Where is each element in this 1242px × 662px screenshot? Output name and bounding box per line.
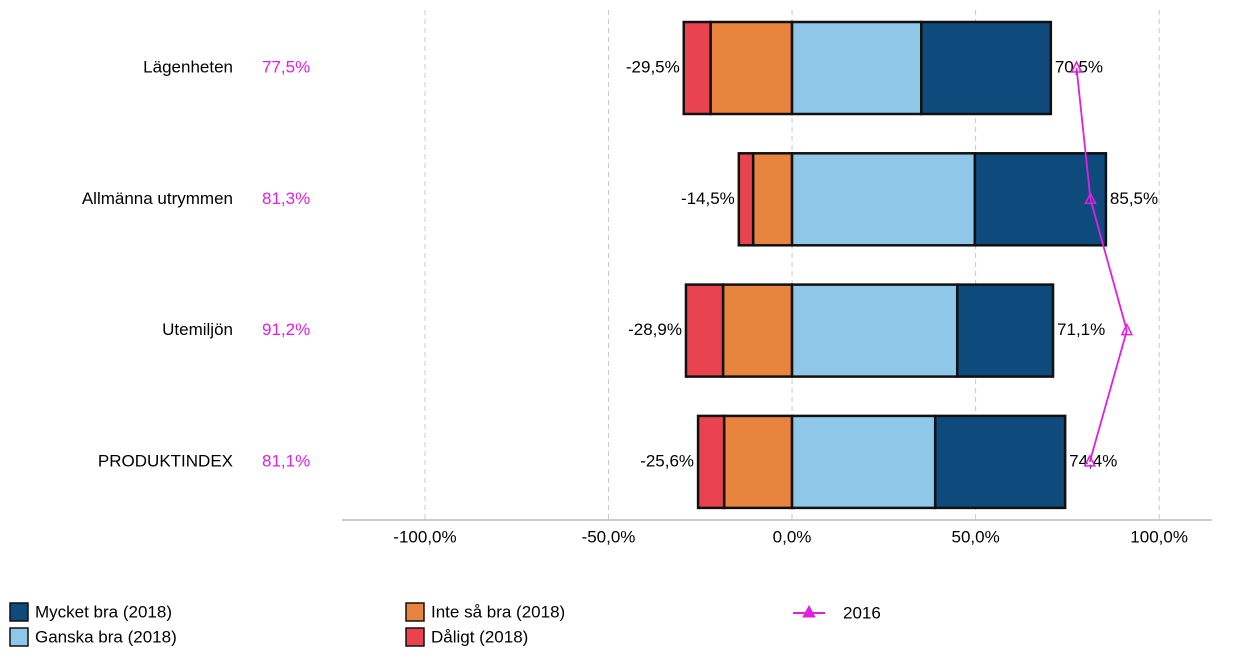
value-label-2016: 81,1%: [262, 451, 310, 470]
bar-segment: [790, 152, 977, 247]
line-2016: [1075, 67, 1128, 463]
legend-label: 2016: [843, 603, 881, 622]
total-label: -25,6%: [640, 451, 694, 470]
legend-swatch: [9, 627, 29, 647]
category-label: Utemiljön: [162, 320, 233, 339]
bar-segment: [682, 20, 712, 116]
x-tick-label: -50,0%: [582, 527, 636, 546]
bar-segment: [790, 20, 923, 116]
legend-swatch: [405, 627, 425, 647]
value-label-2016: 81,3%: [262, 189, 310, 208]
bar-segment: [721, 283, 794, 378]
category-label: Lägenheten: [143, 57, 233, 76]
bar-segment: [684, 283, 725, 378]
bar-segment: [790, 283, 959, 378]
total-label: 74,4%: [1069, 451, 1117, 470]
bar-segment: [973, 152, 1108, 247]
legend-label: Ganska bra (2018): [35, 627, 177, 646]
bar-segment: [709, 20, 794, 116]
total-label: 85,5%: [1110, 189, 1158, 208]
value-label-2016: 77,5%: [262, 57, 310, 76]
bar-segment: [696, 414, 726, 510]
legend-swatch: [405, 602, 425, 622]
x-tick-label: 100,0%: [1130, 527, 1188, 546]
marker-2016: [1083, 454, 1096, 467]
legend-label: Mycket bra (2018): [35, 602, 172, 621]
bar-segment: [737, 152, 755, 247]
total-label: -29,5%: [626, 57, 680, 76]
category-label: Allmänna utrymmen: [82, 189, 233, 208]
marker-2016: [1120, 322, 1134, 336]
category-label: PRODUKTINDEX: [98, 451, 233, 470]
legend-label: Inte så bra (2018): [431, 602, 565, 621]
bar-segment: [933, 414, 1067, 510]
x-tick-label: -100,0%: [393, 527, 456, 546]
legend-label: Dåligt (2018): [431, 627, 528, 646]
legend-marker: [802, 604, 816, 618]
bar-segment: [920, 20, 1053, 116]
total-label: -28,9%: [628, 320, 682, 339]
marker-2016: [1084, 191, 1097, 205]
bar-segment: [790, 414, 937, 510]
x-tick-label: 50,0%: [951, 527, 999, 546]
bar-segment: [955, 283, 1055, 378]
total-label: -14,5%: [681, 189, 735, 208]
value-label-2016: 91,2%: [262, 320, 310, 339]
marker-2016: [1070, 60, 1083, 73]
bar-segment: [751, 152, 794, 247]
bar-segment: [722, 414, 794, 510]
total-label: 71,1%: [1057, 320, 1105, 339]
x-tick-label: 0,0%: [773, 527, 812, 546]
legend-swatch: [9, 602, 29, 622]
